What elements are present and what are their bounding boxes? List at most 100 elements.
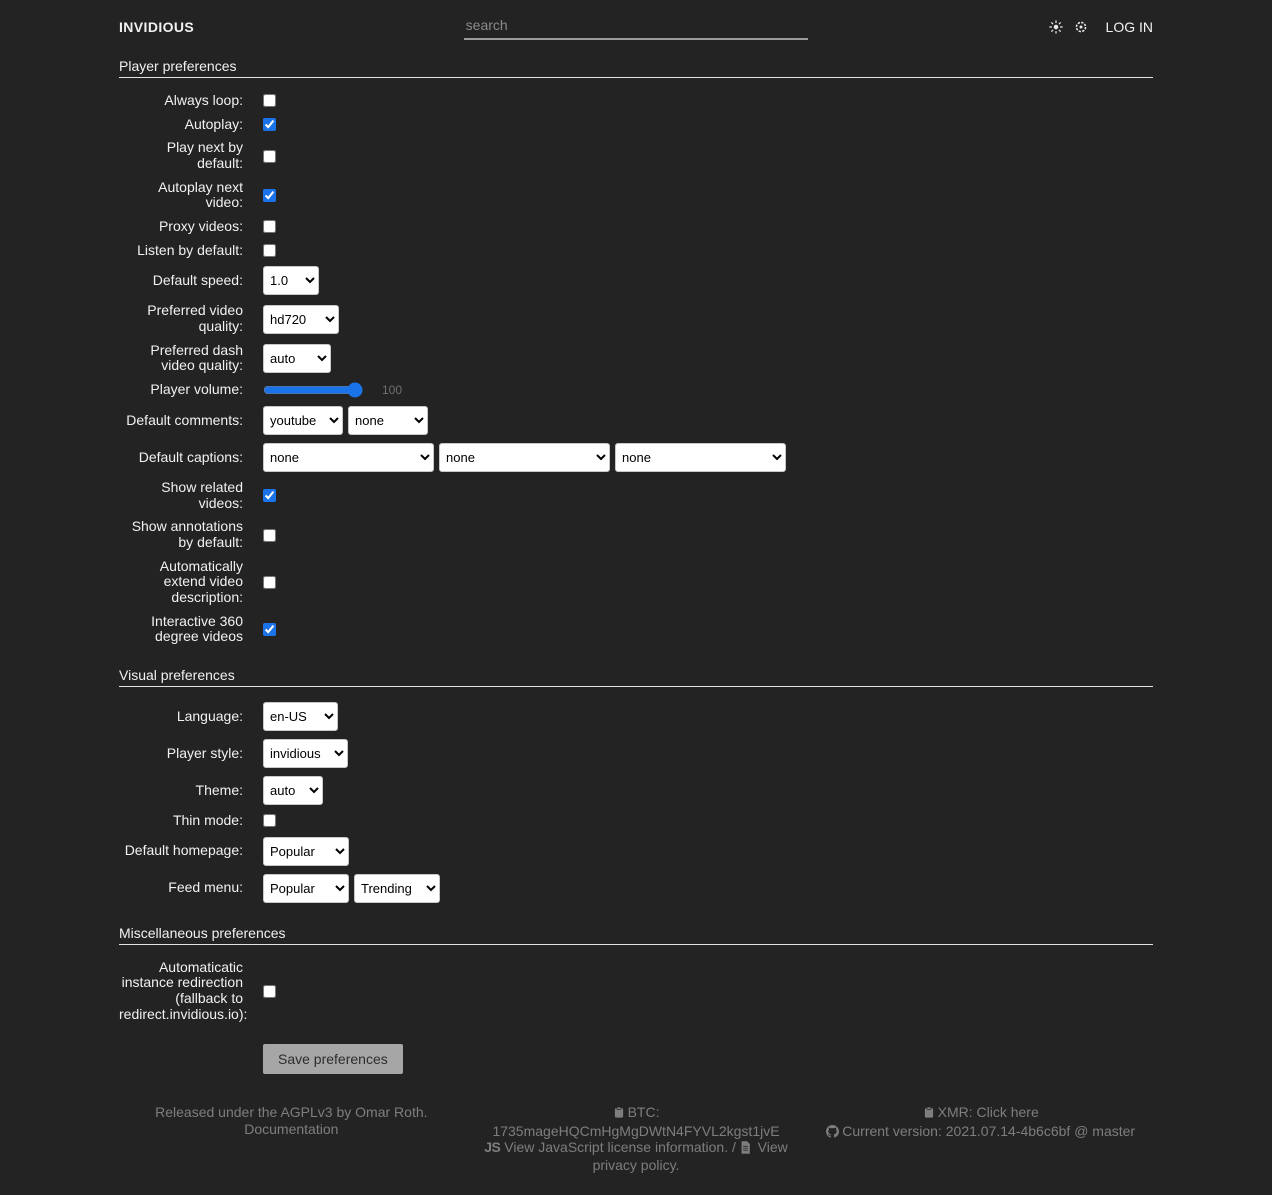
section-divider [119,77,1153,78]
pref-row-listen-default: Listen by default: [119,239,1153,263]
proxy-videos-label: Proxy videos: [158,218,243,235]
video-quality-label: Preferred video quality: [147,302,243,335]
player-volume-slider[interactable] [263,382,363,399]
pref-row-player-volume: Player volume: 100 [119,378,1153,402]
play-next-label: Play next by default: [166,139,243,172]
extend-description-checkbox[interactable] [263,575,276,589]
related-videos-label: Show related videos: [161,479,243,511]
related-videos-checkbox[interactable] [263,489,276,503]
default-captions-third-select[interactable]: none [615,443,786,473]
pref-row-360-videos: Interactive 360 degree videos [119,610,1153,649]
default-comments-second-select[interactable]: none [348,406,428,436]
pref-row-default-captions: Default captions: none none none [119,439,1153,476]
pref-row-default-speed: Default speed: 1.0 [119,262,1153,299]
feed-menu-first-select[interactable]: Popular [263,873,349,903]
btc-address: BTC: 1735mageHQCmHgMgDWtN4FYVL2kgst1jvE [492,1104,780,1139]
pref-row-extend-description: Automatically extend video description: [119,555,1153,610]
section-divider [119,686,1153,688]
theme-select[interactable]: auto [263,776,323,806]
theme-label: Theme: [195,781,243,798]
dash-quality-select[interactable]: auto [263,343,331,373]
save-preferences-button[interactable]: Save preferences [263,1044,403,1075]
pref-row-always-loop: Always loop: [119,89,1153,113]
documentation-link[interactable]: Documentation [244,1120,339,1137]
feed-menu-second-select[interactable]: Trending [354,873,440,903]
player-style-select[interactable]: invidious [263,739,348,769]
visual-preferences-section: Visual preferences Language: en-US Playe… [119,667,1153,907]
pref-row-feed-menu: Feed menu: Popular Trending [119,870,1153,907]
version-link[interactable]: 2021.07.14-4b6c6bf @ master [945,1122,1136,1139]
github-icon [826,1124,840,1141]
pref-row-autoplay: Autoplay: [119,113,1153,137]
autoplay-next-checkbox[interactable] [263,188,276,202]
pref-row-annotations: Show annotations by default: [119,515,1153,554]
video-quality-select[interactable]: hd720 [263,304,339,334]
feed-menu-label: Feed menu: [168,879,243,896]
search-input[interactable] [463,14,809,40]
pref-row-thin-mode: Thin mode: [119,809,1153,833]
version-prefix: Current version: [842,1122,942,1139]
language-select[interactable]: en-US [263,702,338,732]
360-videos-label: Interactive 360 degree videos [151,612,243,645]
default-speed-select[interactable]: 1.0 [263,266,319,296]
document-icon [740,1140,751,1157]
play-next-checkbox[interactable] [263,149,276,163]
default-comments-first-select[interactable]: youtube [263,406,343,436]
pref-row-dash-quality: Preferred dash video quality: auto [119,339,1153,378]
top-bar: INVIDIOUS LOG IN [119,0,1153,40]
license-text: Released under the AGPLv3 by Omar Roth. [155,1104,428,1121]
thin-mode-checkbox[interactable] [263,814,276,828]
javascript-icon: JS [484,1138,501,1155]
js-license-link[interactable]: View JavaScript license information. [504,1138,729,1155]
annotations-checkbox[interactable] [263,528,276,542]
clipboard-icon [613,1106,625,1122]
player-volume-value: 100 [382,383,403,398]
pref-row-language: Language: en-US [119,698,1153,735]
header-center [463,14,809,40]
xmr-prefix: XMR: [937,1104,973,1121]
pref-row-theme: Theme: auto [119,772,1153,809]
section-title-visual: Visual preferences [119,667,235,684]
default-homepage-select[interactable]: Popular [263,836,349,866]
always-loop-label: Always loop: [164,92,243,108]
extend-description-label: Automatically extend video description: [159,557,243,606]
xmr-link[interactable]: Click here [976,1104,1039,1121]
separator: / [732,1138,736,1155]
cog-icon[interactable] [1074,20,1088,34]
footer-left: Released under the AGPLv3 by Omar Roth. … [119,1104,464,1172]
proxy-videos-checkbox[interactable] [263,220,276,234]
sun-icon[interactable] [1048,20,1063,34]
autoplay-next-label: Autoplay next video: [158,178,243,211]
default-homepage-label: Default homepage: [124,842,243,859]
language-label: Language: [176,707,243,724]
360-videos-checkbox[interactable] [263,622,276,636]
dash-quality-label: Preferred dash video quality: [150,341,243,374]
default-captions-label: Default captions: [138,448,243,465]
section-title-misc: Miscellaneous preferences [119,924,286,941]
pref-row-default-homepage: Default homepage: Popular [119,833,1153,870]
preferences-page: Player preferences Always loop: Autoplay… [119,58,1153,1078]
pref-row-related-videos: Show related videos: [119,476,1153,515]
default-captions-second-select[interactable]: none [439,443,610,473]
header-right: LOG IN [808,19,1153,35]
always-loop-checkbox[interactable] [263,94,276,108]
footer: Released under the AGPLv3 by Omar Roth. … [119,1104,1153,1194]
default-speed-label: Default speed: [152,272,243,289]
listen-default-checkbox[interactable] [263,244,276,258]
auto-redirect-label: Automaticatic instance redirection (fall… [119,958,248,1022]
section-divider [119,943,1153,945]
auto-redirect-checkbox[interactable] [263,984,276,998]
pref-row-video-quality: Preferred video quality: hd720 [119,299,1153,338]
footer-right: XMR: Click here Current version: 2021.07… [808,1104,1153,1172]
invidious-logo[interactable]: INVIDIOUS [119,19,195,35]
autoplay-checkbox[interactable] [263,118,276,131]
pref-row-player-style: Player style: invidious [119,735,1153,772]
annotations-label: Show annotations by default: [131,518,243,551]
player-volume-label: Player volume: [150,381,243,398]
login-link[interactable]: LOG IN [1105,19,1154,35]
default-captions-first-select[interactable]: none [263,443,434,473]
pref-row-default-comments: Default comments: youtube none [119,402,1153,439]
player-preferences-section: Player preferences Always loop: Autoplay… [119,58,1153,649]
pref-row-autoplay-next: Autoplay next video: [119,176,1153,215]
pref-row-proxy-videos: Proxy videos: [119,215,1153,239]
